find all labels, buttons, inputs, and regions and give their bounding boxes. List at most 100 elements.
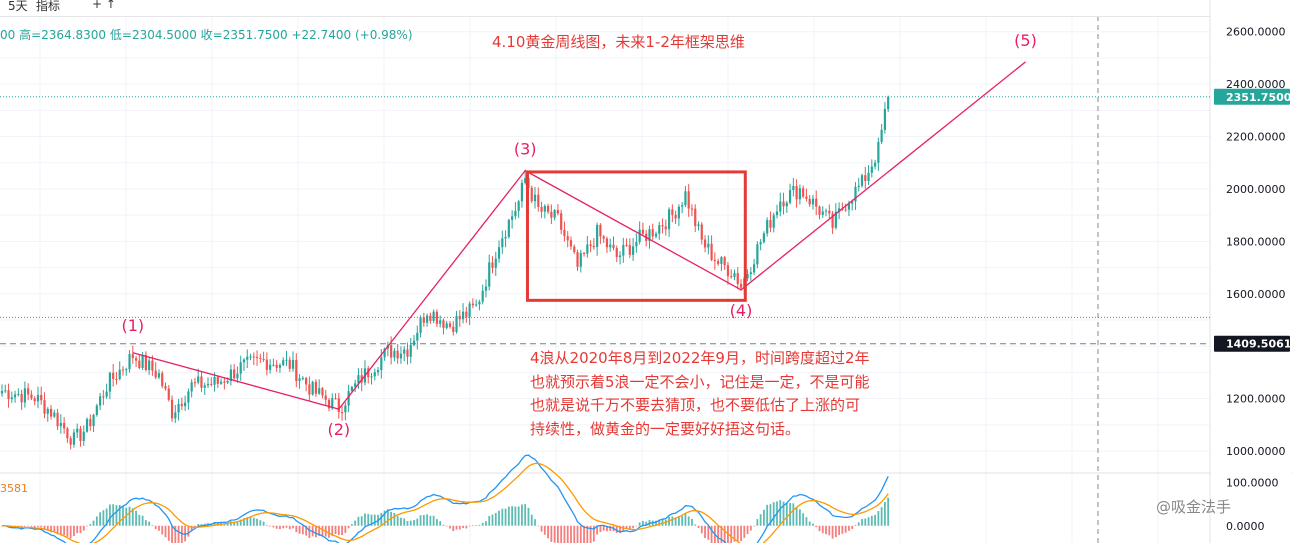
candle-down xyxy=(602,236,605,239)
histogram-bar xyxy=(285,525,288,528)
candle-up xyxy=(478,301,481,305)
histogram-bar xyxy=(79,525,82,534)
histogram-bar xyxy=(386,509,389,526)
candle-up xyxy=(870,166,873,173)
price-tick-label: 2600.0000 xyxy=(1226,26,1286,39)
histogram-bar xyxy=(642,520,644,526)
histogram-bar xyxy=(638,522,641,526)
candle-up xyxy=(370,376,373,378)
osc-tick-label: 0.0000 xyxy=(1226,520,1265,533)
candle-up xyxy=(504,236,507,239)
ohlc-change: +22.7400 xyxy=(291,28,352,42)
histogram-bar xyxy=(82,525,85,531)
reference-price-tag-bg xyxy=(1214,335,1290,352)
candle-down xyxy=(589,244,592,246)
histogram-bar xyxy=(677,516,680,526)
histogram-bar xyxy=(697,525,700,529)
histogram-bar xyxy=(838,525,841,536)
histogram-bar xyxy=(468,525,471,527)
candle-down xyxy=(818,206,821,215)
candle-up xyxy=(187,391,190,403)
candle-up xyxy=(609,244,612,248)
histogram-bar xyxy=(851,525,854,529)
histogram-bar xyxy=(429,515,432,526)
candle-up xyxy=(860,175,864,186)
candle-down xyxy=(710,243,713,260)
candle-up xyxy=(821,211,824,215)
candle-down xyxy=(435,311,439,324)
histogram-bar xyxy=(138,514,141,526)
histogram-bar xyxy=(259,520,262,526)
candle-down xyxy=(605,238,609,248)
candle-down xyxy=(612,244,615,248)
histogram-bar xyxy=(753,525,755,527)
histogram-bar xyxy=(694,524,697,526)
candle-down xyxy=(569,240,573,247)
candle-up xyxy=(707,243,710,248)
candle-down xyxy=(337,398,340,413)
candle-down xyxy=(367,368,370,378)
histogram-bar xyxy=(547,525,549,539)
interval-label[interactable]: 5天 xyxy=(8,0,28,13)
indicators-button[interactable]: 指标 xyxy=(36,0,61,13)
candle-down xyxy=(864,175,867,182)
current-price-tag-bg xyxy=(1214,88,1290,105)
candle-up xyxy=(36,395,40,402)
histogram-bar xyxy=(436,519,438,526)
histogram-bar xyxy=(854,524,857,526)
histogram-bar xyxy=(779,500,782,526)
price-tick-label: 1000.0000 xyxy=(1226,445,1286,458)
candle-down xyxy=(223,381,226,383)
histogram-bar xyxy=(540,525,543,532)
histogram-bar xyxy=(439,521,442,526)
ohlc-high: 高=2364.8300 xyxy=(19,28,107,42)
histogram-bar xyxy=(233,522,236,526)
candle-up xyxy=(461,311,465,320)
candle-down xyxy=(56,412,59,427)
candle-up xyxy=(373,372,376,377)
candle-up xyxy=(654,233,658,237)
histogram-bar xyxy=(27,525,30,527)
candle-down xyxy=(723,257,726,266)
wave-line xyxy=(338,170,526,410)
candle-down xyxy=(573,246,576,253)
histogram-bar xyxy=(491,514,494,526)
histogram-bar xyxy=(596,525,599,535)
histogram-bar xyxy=(720,525,723,545)
candle-up xyxy=(684,191,687,206)
candle-down xyxy=(79,428,82,441)
histogram-bar xyxy=(318,525,321,537)
candle-down xyxy=(805,196,808,199)
histogram-bar xyxy=(743,525,746,538)
histogram-bar xyxy=(815,525,818,528)
candle-up xyxy=(157,373,161,378)
candle-down xyxy=(576,252,579,267)
candle-up xyxy=(838,208,841,212)
candle-down xyxy=(703,239,707,248)
candle-down xyxy=(471,303,474,306)
compare-button[interactable]: + ↑ xyxy=(92,0,116,11)
histogram-bar xyxy=(848,525,850,531)
candle-down xyxy=(27,388,30,395)
histogram-bar xyxy=(40,525,43,528)
price-tick-label: 2400.0000 xyxy=(1226,78,1286,91)
signal-line xyxy=(1,462,889,547)
candle-down xyxy=(151,360,154,371)
candle-up xyxy=(756,244,759,265)
candle-up xyxy=(658,225,661,234)
histogram-bar xyxy=(455,525,458,530)
histogram-bar xyxy=(658,519,661,526)
candle-down xyxy=(390,345,393,358)
histogram-bar xyxy=(43,525,46,531)
histogram-bar xyxy=(89,524,92,526)
histogram-bar xyxy=(687,516,690,526)
histogram-bar xyxy=(321,525,324,537)
candle-down xyxy=(305,377,308,385)
candle-up xyxy=(468,303,471,317)
candle-up xyxy=(249,356,252,358)
annotation-note: 4浪从2020年8月到2022年9月，时间跨度超过2年 也就预示着5浪一定不会小… xyxy=(530,347,910,441)
candle-down xyxy=(200,376,203,388)
candle-up xyxy=(484,286,488,291)
